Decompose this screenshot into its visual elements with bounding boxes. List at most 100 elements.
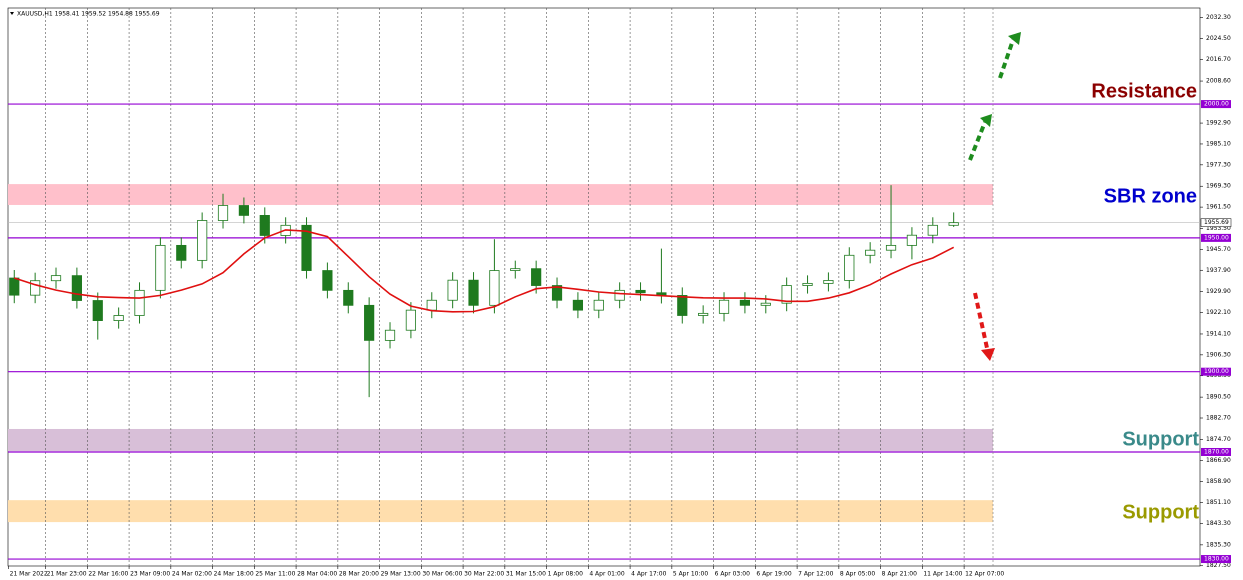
candle-body [238,205,249,216]
candle-body [71,275,82,301]
candle-body [844,254,855,281]
candle-body [113,315,124,321]
y-tick-label: 1961.50 [1206,204,1231,211]
up-arrow-2-head [1008,32,1021,45]
y-tick-label: 1898.50 [1206,372,1231,379]
x-tick-label: 4 Apr 01:00 [589,571,624,578]
chart-title: XAUUSD,H1 1958.41 1959.52 1954.88 1955.6… [17,11,160,18]
x-tick-label: 8 Apr 21:00 [882,571,917,578]
y-tick-label: 1929.90 [1206,288,1231,295]
candle-body [781,285,792,304]
x-tick-label: 30 Mar 22:00 [464,571,504,578]
y-tick-label: 2024.50 [1206,35,1231,42]
candle-body [155,244,166,291]
x-tick-label: 12 Apr 07:00 [965,571,1004,578]
annotation: Support [1122,428,1199,450]
candle-body [614,289,625,301]
y-tick-label: 2016.70 [1206,56,1231,63]
candle-body [30,280,41,296]
candle-body [447,279,458,301]
x-tick-label: 22 Mar 16:00 [88,571,128,578]
plot-frame [7,7,1201,567]
candle-body [760,302,771,306]
y-tick-label: 1953.50 [1206,225,1231,232]
level-label-box [1201,100,1231,109]
candle-body [531,268,542,286]
candle-body [572,299,584,311]
header-arrow [10,12,14,15]
y-tick-label: 1906.30 [1206,351,1231,358]
candle-body [593,299,604,311]
y-tick-label: 1835.30 [1206,541,1231,548]
y-tick-label: 1882.70 [1206,415,1231,422]
x-tick-label: 5 Apr 10:00 [673,571,708,578]
y-tick-label: 1866.90 [1206,457,1231,464]
candle-body [489,270,500,306]
level-label-box [1201,367,1231,376]
annotation: SBR zone [1104,185,1197,207]
candle-body [677,295,688,316]
x-tick-label: 21 Mar 23:00 [47,571,87,578]
candle-body [176,244,187,261]
annotation: Resistance [1091,80,1197,102]
x-tick-label: 24 Mar 02:00 [172,571,212,578]
candle-body [823,280,834,284]
x-tick-label: 29 Mar 13:00 [381,571,421,578]
y-tick-label: 1858.90 [1206,478,1231,485]
y-tick-label: 1851.10 [1206,499,1231,506]
moving-average [14,229,955,313]
level-label-box [1201,233,1231,242]
x-tick-label: 30 Mar 06:00 [422,571,462,578]
level-label-box [1201,555,1231,564]
x-tick-label: 31 Mar 15:00 [506,571,546,578]
down-arrow-head [981,348,995,361]
zone [8,500,993,523]
candle-body [739,299,751,306]
level-label: 1830.00 [1204,556,1229,563]
y-tick-label: 1992.90 [1206,120,1231,127]
x-tick-label: 21 Mar 2022 [10,571,48,578]
candle-body [197,220,208,261]
candle-body [405,309,416,331]
candle-body [885,244,897,251]
candle-body [718,299,730,314]
x-tick-label: 1 Apr 08:00 [548,571,583,578]
candle-body [948,222,959,226]
x-tick-label: 28 Mar 04:00 [297,571,337,578]
candle-body [927,224,938,236]
y-tick-label: 1922.10 [1206,309,1231,316]
x-tick-label: 24 Mar 18:00 [214,571,254,578]
level-label: 1950.00 [1204,234,1229,241]
last-price-label: 1955.69 [1204,219,1229,226]
x-tick-label: 6 Apr 19:00 [756,571,791,578]
candle-body [322,270,333,291]
x-tick-label: 6 Apr 03:00 [715,571,750,578]
y-tick-label: 1969.30 [1206,183,1231,190]
zone [8,184,993,205]
candle-body [134,289,145,316]
x-tick-label: 4 Apr 17:00 [631,571,666,578]
y-tick-label: 1890.50 [1206,394,1231,401]
candle-body [635,289,646,294]
x-tick-label: 7 Apr 12:00 [798,571,833,578]
level-label: 1870.00 [1204,448,1229,455]
y-tick-label: 2032.30 [1206,14,1231,21]
level-label-box [1201,447,1231,456]
candle-body [364,304,375,341]
y-tick-label: 1843.30 [1206,520,1231,527]
zone [8,428,993,452]
candle-body [510,268,521,271]
y-tick-label: 1937.90 [1206,267,1231,274]
y-tick-label: 1985.10 [1206,140,1231,147]
candle-body [551,285,563,301]
candle-body [698,312,709,316]
y-tick-label: 1977.30 [1206,161,1231,168]
candle-body [426,299,437,311]
arrows [968,32,1021,361]
candle-body [802,282,813,286]
x-tick-label: 11 Apr 14:00 [923,571,962,578]
y-tick-label: 1945.70 [1206,246,1231,253]
candle-body [9,277,20,296]
last-price-box [1200,218,1232,227]
annotation: Support [1122,501,1199,523]
